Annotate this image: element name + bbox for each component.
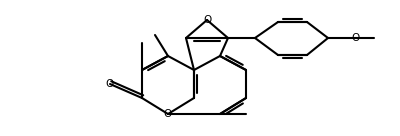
Text: O: O — [164, 109, 172, 119]
Text: O: O — [106, 79, 114, 89]
Text: O: O — [352, 33, 360, 43]
Text: O: O — [203, 15, 211, 25]
